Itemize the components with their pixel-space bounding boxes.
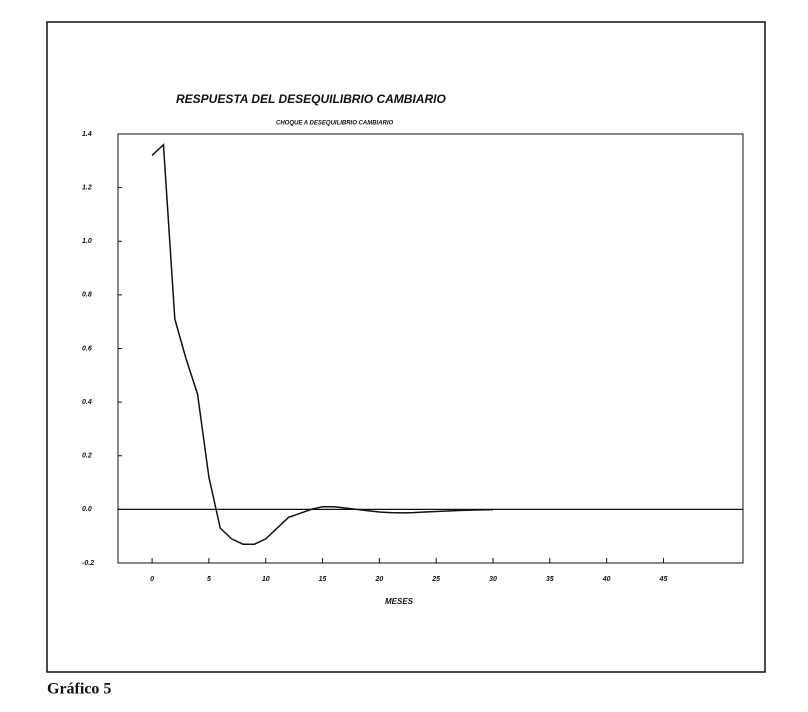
chart-subtitle: CHOQUE A DESEQUILIBRIO CAMBIARIO bbox=[276, 121, 394, 127]
y-tick-label: 0.4 bbox=[82, 399, 92, 406]
y-tick-label: -0.2 bbox=[82, 560, 94, 567]
x-tick-label: 30 bbox=[489, 576, 497, 583]
y-tick-label: 0.2 bbox=[82, 453, 92, 460]
y-tick-label: 1.2 bbox=[82, 184, 92, 191]
x-tick-label: 40 bbox=[602, 576, 611, 583]
y-tick-label: 0.6 bbox=[82, 345, 92, 352]
x-tick-label: 15 bbox=[319, 576, 327, 583]
x-tick-label: 35 bbox=[546, 576, 554, 583]
line-series bbox=[151, 143, 494, 545]
frame bbox=[46, 21, 766, 673]
x-tick-label: 20 bbox=[374, 576, 383, 583]
x-tick-label: 25 bbox=[431, 576, 440, 583]
x-tick-label: 45 bbox=[659, 576, 668, 583]
chart-title: RESPUESTA DEL DESEQUILIBRIO CAMBIARIO bbox=[176, 92, 446, 106]
y-tick-label: 0.0 bbox=[82, 506, 92, 513]
caption: Gráfico 5 bbox=[47, 681, 111, 698]
y-tick-label: 1.4 bbox=[82, 131, 92, 138]
y-tick-label: 1.0 bbox=[82, 238, 92, 245]
x-tick-label: 10 bbox=[262, 576, 270, 583]
x-tick-label: 0 bbox=[150, 576, 154, 583]
y-tick-label: 0.8 bbox=[82, 292, 92, 299]
x-axis-label: MESES bbox=[385, 597, 414, 606]
plot-area bbox=[117, 133, 744, 564]
x-tick-label: 5 bbox=[207, 576, 211, 583]
